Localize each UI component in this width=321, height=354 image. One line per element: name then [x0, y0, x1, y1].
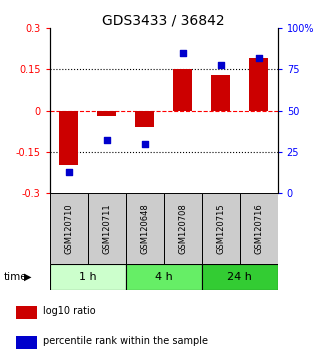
Text: GSM120648: GSM120648 [140, 203, 149, 254]
Text: 24 h: 24 h [227, 272, 252, 282]
Bar [50, 264, 126, 290]
Point [66, 169, 71, 175]
Bar [88, 193, 126, 264]
Bar [240, 193, 278, 264]
Bar [202, 193, 240, 264]
Point [104, 137, 109, 143]
Text: GSM120708: GSM120708 [178, 203, 187, 254]
Bar [202, 264, 278, 290]
Bar [211, 75, 230, 111]
Bar [173, 69, 192, 111]
Text: 1 h: 1 h [79, 272, 97, 282]
Bar [50, 193, 88, 264]
Bar [249, 58, 268, 111]
Point [142, 141, 147, 147]
Bar [135, 111, 154, 127]
Text: 4 h: 4 h [155, 272, 173, 282]
Bar [97, 111, 116, 116]
Bar [126, 264, 202, 290]
Text: ▶: ▶ [24, 272, 31, 282]
Text: GSM120716: GSM120716 [254, 203, 263, 254]
Bar [126, 193, 164, 264]
Text: GSM120710: GSM120710 [64, 203, 73, 254]
Bar [59, 111, 78, 166]
Text: GSM120711: GSM120711 [102, 203, 111, 254]
Bar [164, 193, 202, 264]
Point [256, 55, 261, 61]
Title: GDS3433 / 36842: GDS3433 / 36842 [102, 13, 225, 27]
Point [180, 50, 185, 56]
Text: log10 ratio: log10 ratio [43, 306, 96, 316]
Point [218, 62, 223, 67]
Text: GSM120715: GSM120715 [216, 203, 225, 254]
Text: percentile rank within the sample: percentile rank within the sample [43, 336, 208, 346]
Text: time: time [3, 272, 27, 282]
Bar [16, 336, 37, 349]
Bar [16, 306, 37, 319]
